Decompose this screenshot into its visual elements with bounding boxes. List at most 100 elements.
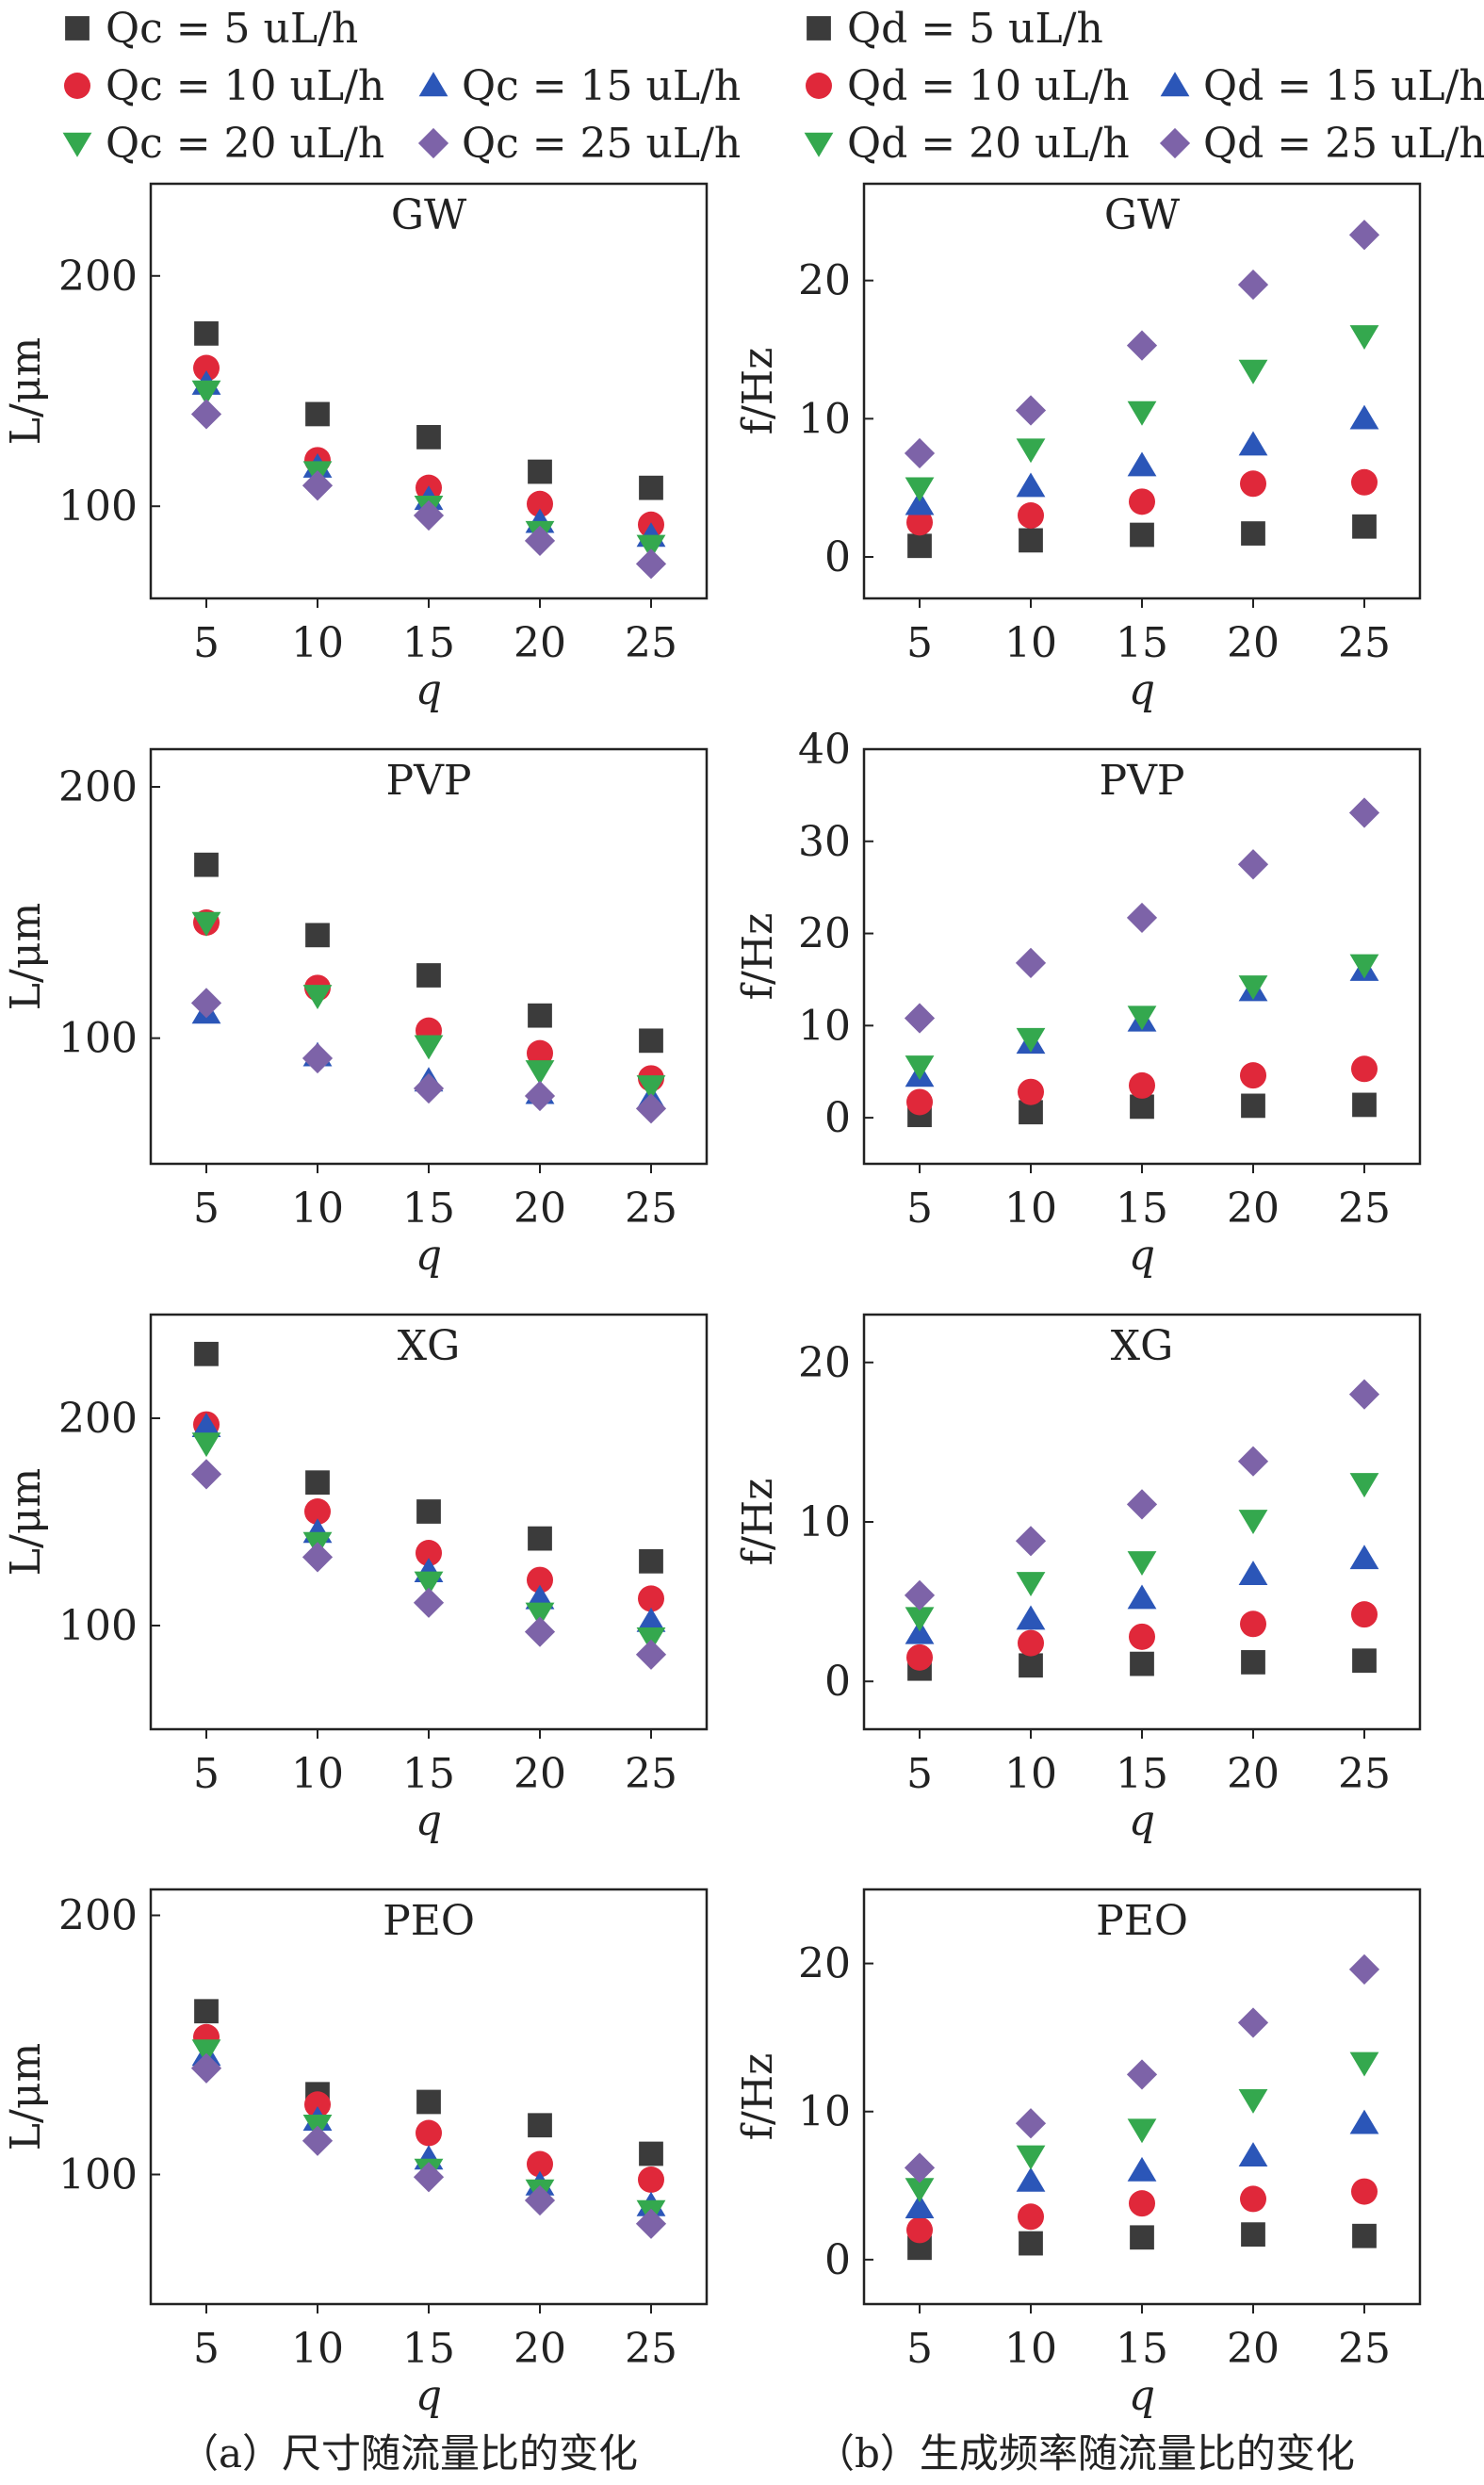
data-point xyxy=(904,2152,936,2183)
x-tick-label: 25 xyxy=(1338,2325,1391,2373)
data-point xyxy=(1237,849,1269,880)
data-point xyxy=(1240,1062,1266,1089)
y-tick-label: 100 xyxy=(58,482,138,531)
legend-marker xyxy=(64,73,90,99)
y-tick-label: 40 xyxy=(798,726,851,774)
data-point xyxy=(1126,330,1158,361)
y-axis-label: L/μm xyxy=(2,2043,50,2150)
data-point xyxy=(1127,401,1157,426)
data-point xyxy=(639,1028,663,1054)
data-point xyxy=(1349,404,1379,430)
x-tick-label: 5 xyxy=(193,619,220,667)
y-tick-label: 0 xyxy=(824,1094,851,1142)
legend-b: Qd = 5 uL/h Qd = 10 uL/h Qd = 15 uL/h Qd = … xyxy=(742,0,1484,172)
data-point xyxy=(527,1566,553,1594)
chart-title: PEO xyxy=(1096,1897,1188,1945)
x-tick-label: 25 xyxy=(625,619,677,667)
x-tick-label: 15 xyxy=(402,1185,455,1233)
legend-marker xyxy=(418,72,448,97)
data-point xyxy=(905,1607,935,1632)
x-axis-label: q xyxy=(416,2372,442,2420)
chart-title: PVP xyxy=(1100,757,1185,805)
chart-xg-frequency: XG 5 10 15 20 25 0 10 20 q f/Hz xyxy=(734,1313,1422,1845)
triangle-up-marker-icon xyxy=(418,72,448,97)
data-point xyxy=(1016,472,1046,498)
data-point xyxy=(525,1060,555,1086)
data-point xyxy=(304,2091,331,2118)
data-point xyxy=(191,2039,221,2065)
data-point xyxy=(413,499,445,531)
chart-xg-size: XG 5 10 15 20 25 100 200 q L/μm xyxy=(2,1313,709,1845)
legend-item: Qc = 10 uL/h xyxy=(58,57,384,114)
data-point xyxy=(528,1003,552,1028)
data-point xyxy=(1130,2225,1154,2250)
x-tick-label: 20 xyxy=(514,619,566,667)
data-point xyxy=(527,1039,553,1067)
data-point xyxy=(1015,1526,1047,1557)
data-point xyxy=(527,490,553,517)
data-point xyxy=(190,399,222,430)
data-point xyxy=(1240,1610,1266,1638)
data-point xyxy=(528,459,552,484)
data-point xyxy=(190,2052,222,2084)
x-tick-label: 20 xyxy=(1227,1750,1280,1798)
data-point xyxy=(1018,1629,1044,1657)
data-point xyxy=(638,2166,664,2193)
data-point xyxy=(305,401,330,427)
legend-item: Qc = 25 uL/h xyxy=(415,115,741,172)
data-point xyxy=(1126,1489,1158,1520)
x-axis-label: q xyxy=(1129,1232,1155,1280)
data-point xyxy=(905,490,935,515)
legend-item: Qd = 25 uL/h xyxy=(1156,115,1484,172)
data-point xyxy=(414,1571,444,1596)
data-point xyxy=(302,1542,334,1573)
data-point xyxy=(1127,2156,1157,2182)
data-point xyxy=(524,525,556,556)
data-point xyxy=(528,1526,552,1551)
x-axis-label: q xyxy=(1129,666,1155,714)
legend-marker xyxy=(65,16,90,41)
data-point xyxy=(1015,395,1047,426)
y-tick-label: 20 xyxy=(798,1339,851,1387)
data-point xyxy=(1348,220,1380,251)
data-point xyxy=(1126,2059,1158,2090)
x-tick-label: 25 xyxy=(1338,1185,1391,1233)
data-point xyxy=(1237,2007,1269,2038)
data-point xyxy=(905,2178,935,2203)
y-axis-label: L/μm xyxy=(2,337,50,445)
y-tick-label: 10 xyxy=(798,1002,851,1050)
data-point xyxy=(1016,438,1046,464)
data-point xyxy=(1240,2185,1266,2213)
data-point xyxy=(1129,488,1155,515)
y-tick-label: 200 xyxy=(58,253,138,301)
data-point xyxy=(528,2113,552,2138)
y-tick-label: 100 xyxy=(58,1602,138,1650)
data-point xyxy=(1126,902,1158,934)
x-tick-label: 15 xyxy=(402,619,455,667)
data-point xyxy=(527,2150,553,2178)
data-point xyxy=(1016,1605,1046,1630)
y-tick-label: 100 xyxy=(58,2151,138,2199)
data-point xyxy=(635,1093,667,1124)
data-point xyxy=(1019,2231,1043,2256)
data-point xyxy=(1348,797,1380,828)
data-point xyxy=(1237,1446,1269,1477)
data-point xyxy=(1237,269,1269,301)
data-point xyxy=(1241,1093,1265,1119)
y-tick-label: 0 xyxy=(824,533,851,581)
data-point xyxy=(304,1498,331,1525)
data-point xyxy=(1127,1551,1157,1577)
y-tick-label: 100 xyxy=(58,1015,138,1063)
x-tick-label: 20 xyxy=(514,2325,566,2373)
chart-title: GW xyxy=(391,191,467,239)
x-tick-label: 20 xyxy=(514,1185,566,1233)
x-tick-label: 15 xyxy=(1116,1750,1168,1798)
data-point xyxy=(639,1548,663,1574)
legend-label: Qd = 5 uL/h xyxy=(847,4,1103,53)
chart-pvp-frequency: PVP 5 10 15 20 25 0 10 20 30 40 q f/Hz xyxy=(734,726,1422,1280)
caption-b: （b）生成频率随流量比的变化 xyxy=(815,2430,1355,2477)
chart-gw-frequency: GW 5 10 15 20 25 0 10 20 q f/Hz xyxy=(734,182,1422,714)
x-tick-label: 10 xyxy=(1004,1750,1057,1798)
x-tick-label: 5 xyxy=(193,1750,220,1798)
